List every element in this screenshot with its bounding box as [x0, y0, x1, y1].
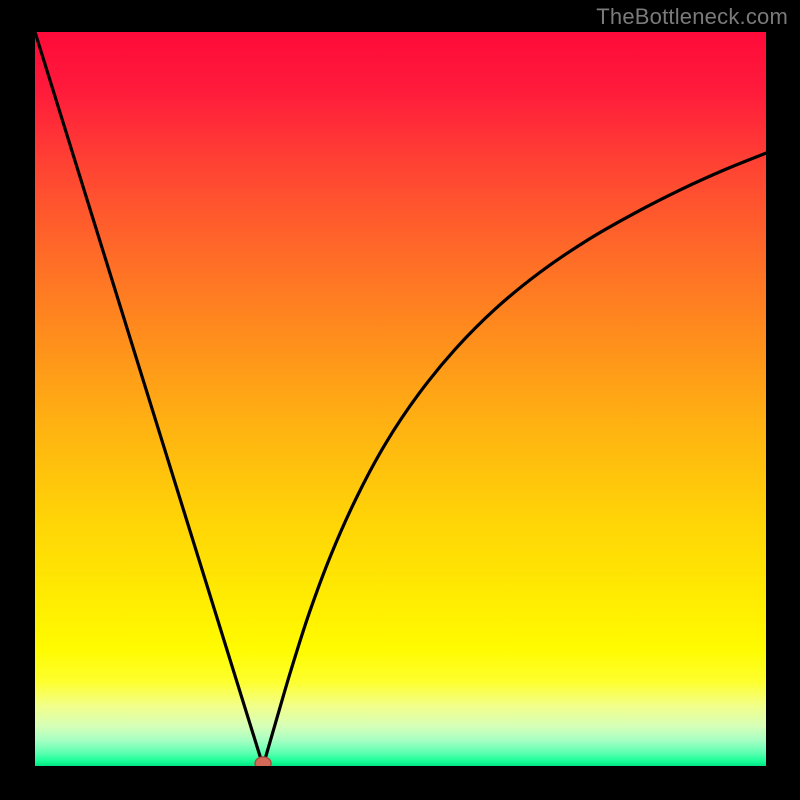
- watermark-text: TheBottleneck.com: [596, 4, 788, 30]
- chart-svg: [35, 32, 766, 766]
- chart-plot-area: [35, 32, 766, 766]
- chart-background: [35, 32, 766, 766]
- minimum-marker: [255, 757, 271, 766]
